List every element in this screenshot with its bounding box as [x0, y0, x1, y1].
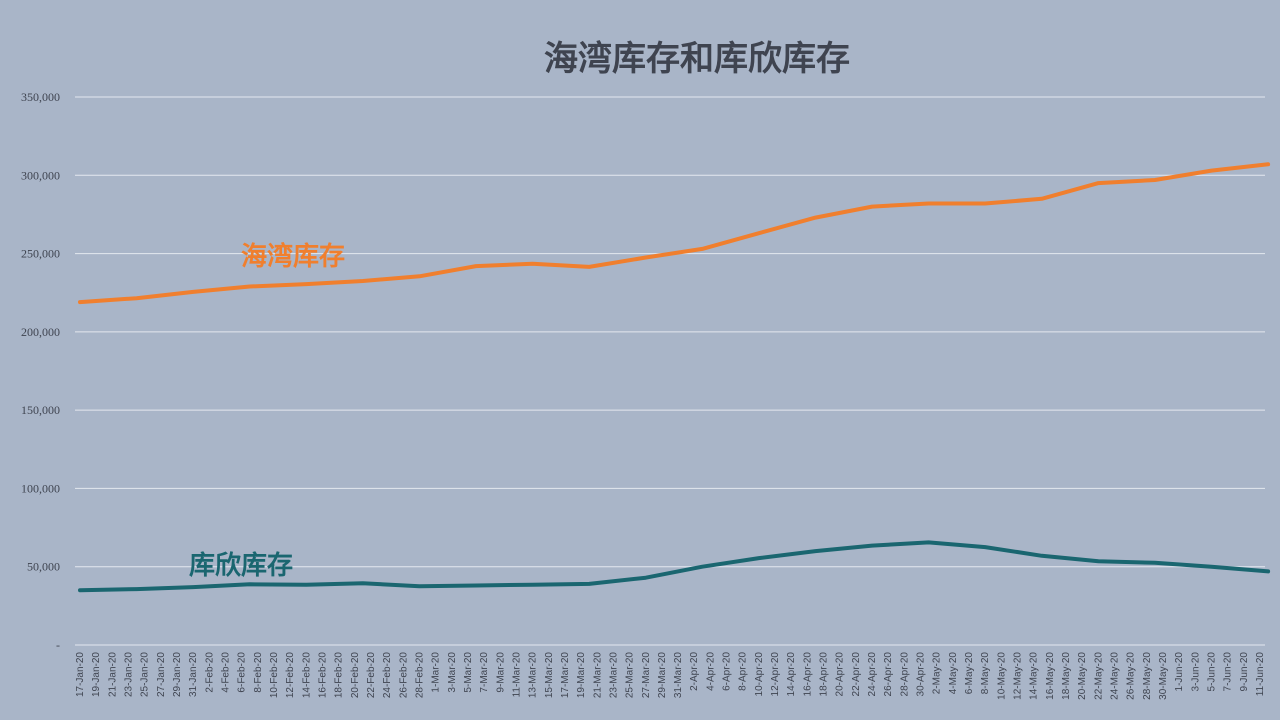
y-tick-label: 200,000: [21, 325, 60, 339]
x-tick-label: 25-Jan-20: [140, 652, 151, 697]
x-tick-label: 4-May-20: [948, 652, 959, 695]
x-tick-label: 25-Mar-20: [625, 652, 636, 699]
series-label-cushing-inventory: 库欣库存: [189, 551, 293, 581]
x-tick-label: 9-Jun-20: [1239, 652, 1250, 692]
x-tick-label: 5-Mar-20: [463, 652, 474, 693]
x-tick-label: 16-May-20: [1045, 652, 1056, 700]
x-tick-label: 14-May-20: [1029, 652, 1040, 700]
x-tick-label: 29-Mar-20: [657, 652, 668, 699]
chart-title: 海湾库存和库欣库存: [544, 39, 850, 79]
x-tick-label: 19-Jan-20: [91, 652, 102, 697]
x-tick-label: 11-Jun-20: [1255, 652, 1266, 697]
x-tick-label: 27-Mar-20: [641, 652, 652, 699]
x-axis-tick-labels: 17-Jan-20 19-Jan-20 21-Jan-20 23-Jan-20 25-J…: [75, 652, 1266, 700]
series-lines: [78, 162, 1271, 593]
x-tick-label: 20-Apr-20: [835, 652, 846, 697]
x-tick-label: 6-Apr-20: [722, 652, 733, 691]
x-tick-label: 26-May-20: [1126, 652, 1137, 700]
x-tick-label: 8-Feb-20: [253, 652, 264, 693]
x-tick-label: 30-May-20: [1158, 652, 1169, 700]
x-tick-label: 22-Apr-20: [851, 652, 862, 697]
series-label-gulf-inventory: 海湾库存: [241, 241, 345, 272]
x-tick-label: 22-May-20: [1093, 652, 1104, 700]
x-tick-label: 26-Feb-20: [398, 652, 409, 699]
x-tick-label: 29-Jan-20: [172, 652, 183, 697]
x-tick-label: 24-Feb-20: [382, 652, 393, 699]
x-tick-label: 8-Apr-20: [738, 652, 749, 691]
x-tick-label: 12-May-20: [1013, 652, 1024, 700]
x-tick-label: 20-Feb-20: [350, 652, 361, 699]
x-tick-label: 8-May-20: [980, 652, 991, 695]
x-tick-label: 1-Jun-20: [1174, 652, 1185, 692]
x-tick-label: 24-Apr-20: [867, 652, 878, 697]
x-tick-label: 12-Apr-20: [770, 652, 781, 697]
x-tick-label: 12-Feb-20: [285, 652, 296, 699]
x-tick-label: 6-May-20: [964, 652, 975, 695]
x-tick-label: 13-Mar-20: [528, 652, 539, 699]
x-tick-label: 18-Feb-20: [334, 652, 345, 699]
gridlines: [75, 96, 1265, 568]
x-tick-label: 1-Mar-20: [431, 652, 442, 693]
x-tick-label: 16-Apr-20: [802, 652, 813, 697]
x-tick-label: 3-Jun-20: [1190, 652, 1201, 692]
x-tick-label: 23-Mar-20: [608, 652, 619, 699]
y-tick-label: 150,000: [21, 403, 60, 417]
series-line-1: [78, 540, 1271, 593]
x-tick-label: 28-May-20: [1142, 652, 1153, 700]
x-tick-label: 22-Feb-20: [366, 652, 377, 699]
series-line-0: [78, 162, 1271, 305]
x-tick-label: 7-Jun-20: [1223, 652, 1234, 692]
x-tick-label: 4-Feb-20: [220, 652, 231, 693]
y-tick-label: 250,000: [21, 247, 60, 261]
x-tick-label: 21-Jan-20: [107, 652, 118, 697]
x-tick-label: 20-May-20: [1077, 652, 1088, 700]
y-tick-label: 50,000: [27, 560, 60, 574]
x-tick-label: 2-May-20: [932, 652, 943, 695]
x-tick-label: 2-Apr-20: [689, 652, 700, 691]
x-tick-label: 5-Jun-20: [1207, 652, 1218, 692]
x-tick-label: 18-Apr-20: [819, 652, 830, 697]
x-tick-label: 7-Mar-20: [479, 652, 490, 693]
x-tick-label: 10-Apr-20: [754, 652, 765, 697]
y-tick-label: -: [56, 638, 60, 652]
y-axis-tick-labels: - 50,000 100,000 150,000 200,000 250,000 300,0…: [21, 90, 60, 652]
x-tick-label: 23-Jan-20: [123, 652, 134, 697]
x-tick-label: 11-Mar-20: [511, 652, 522, 698]
x-tick-label: 10-May-20: [996, 652, 1007, 700]
x-tick-label: 10-Feb-20: [269, 652, 280, 699]
x-tick-label: 17-Jan-20: [75, 652, 86, 697]
x-tick-label: 18-May-20: [1061, 652, 1072, 700]
x-tick-label: 19-Mar-20: [576, 652, 587, 699]
x-tick-label: 14-Feb-20: [301, 652, 312, 699]
x-tick-label: 30-Apr-20: [916, 652, 927, 697]
x-tick-label: 27-Jan-20: [156, 652, 167, 697]
x-tick-label: 14-Apr-20: [786, 652, 797, 697]
x-tick-label: 16-Feb-20: [317, 652, 328, 699]
x-tick-label: 31-Jan-20: [188, 652, 199, 697]
x-tick-label: 26-Apr-20: [883, 652, 894, 697]
x-tick-label: 4-Apr-20: [705, 652, 716, 691]
x-tick-label: 28-Apr-20: [899, 652, 910, 697]
x-tick-label: 2-Feb-20: [204, 652, 215, 693]
y-tick-label: 300,000: [21, 168, 60, 182]
x-tick-label: 15-Mar-20: [544, 652, 555, 699]
y-tick-label: 350,000: [21, 90, 60, 104]
x-tick-label: 28-Feb-20: [414, 652, 425, 699]
x-tick-label: 6-Feb-20: [237, 652, 248, 693]
x-tick-label: 3-Mar-20: [447, 652, 458, 693]
x-tick-label: 31-Mar-20: [673, 652, 684, 699]
x-tick-label: 21-Mar-20: [592, 652, 603, 699]
x-tick-label: 9-Mar-20: [495, 652, 506, 693]
x-tick-label: 24-May-20: [1110, 652, 1121, 700]
y-tick-label: 100,000: [21, 481, 60, 495]
x-tick-label: 17-Mar-20: [560, 652, 571, 699]
